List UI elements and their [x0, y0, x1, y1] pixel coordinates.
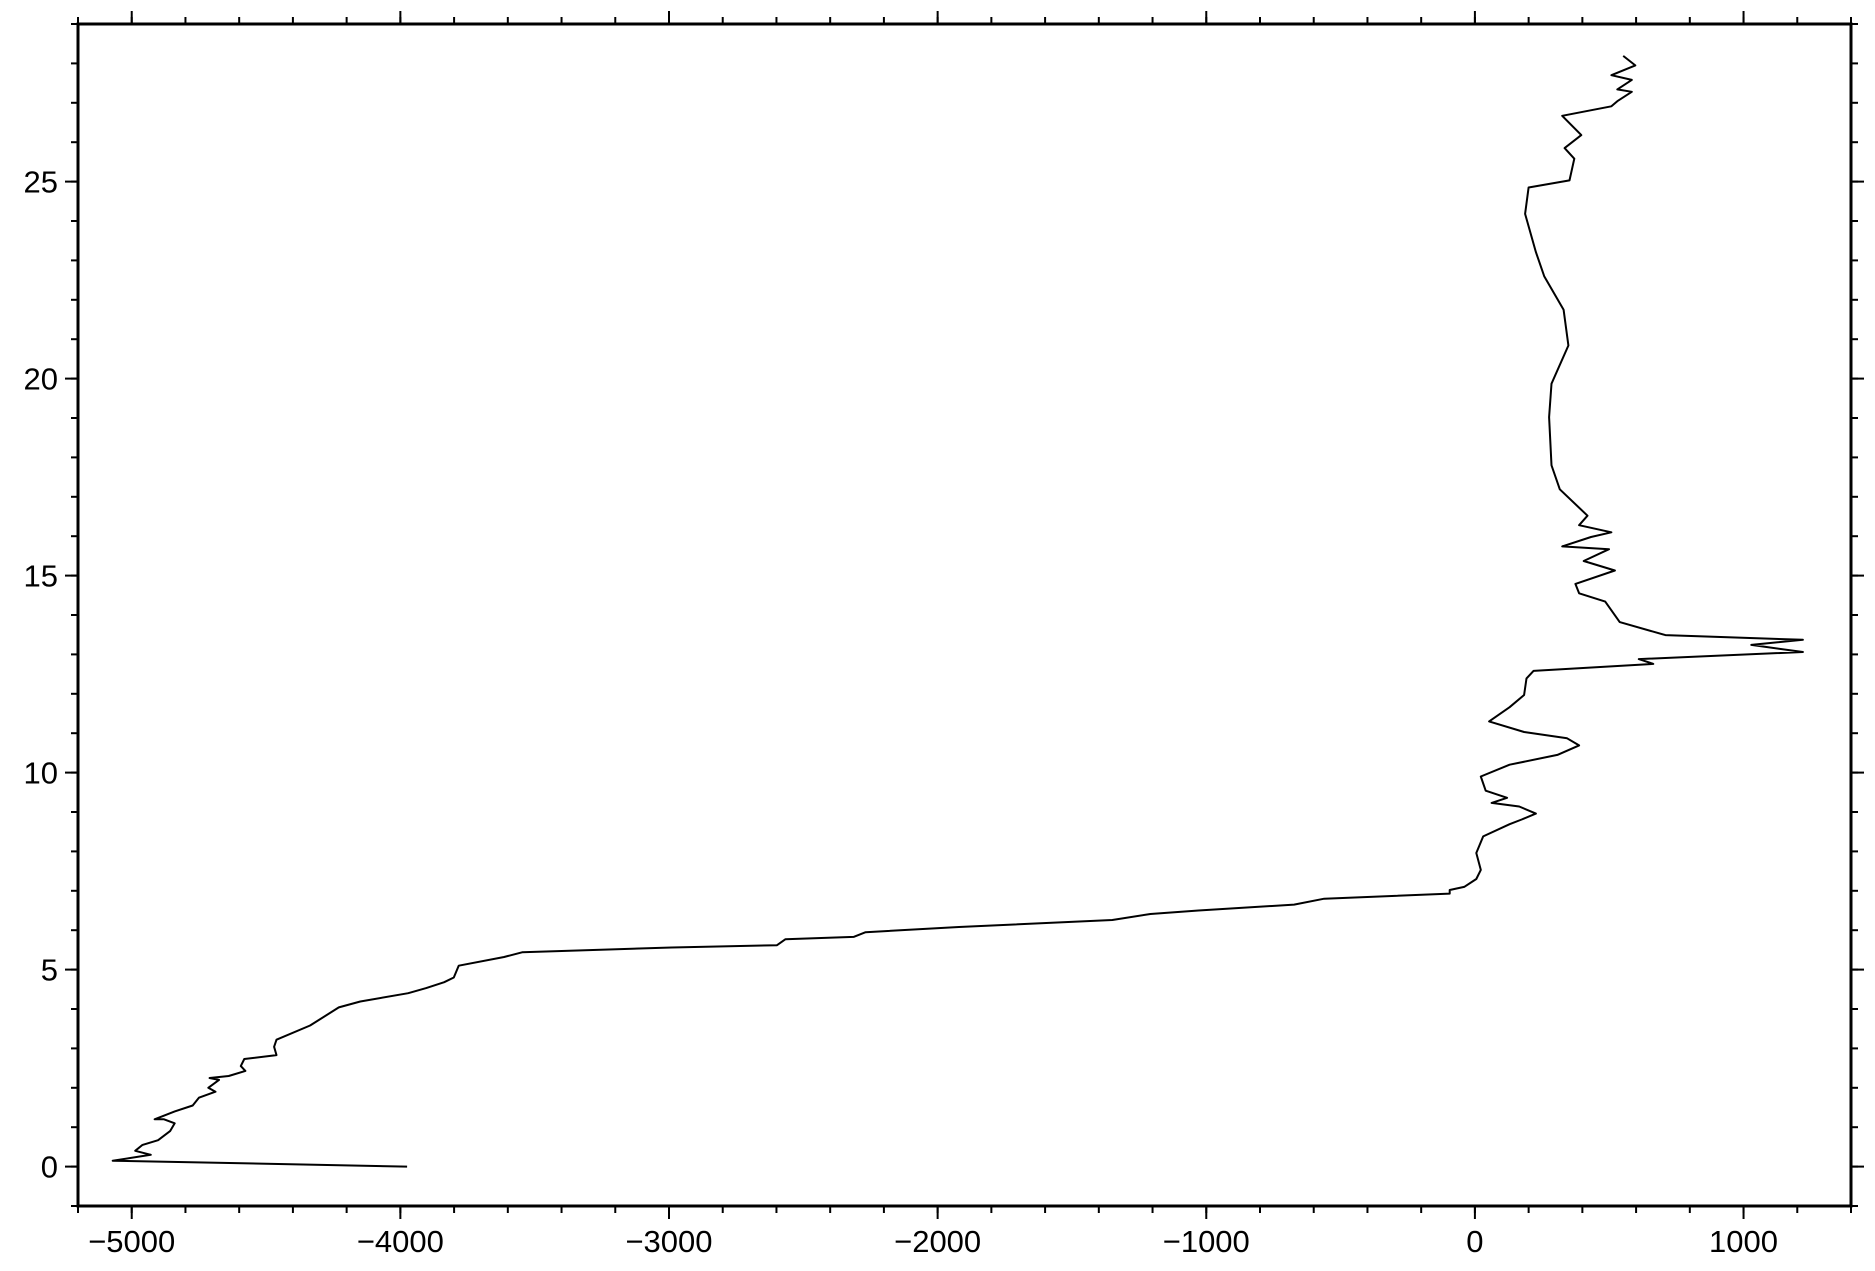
x-tick-label: −1000 [1163, 1224, 1250, 1259]
x-tick-label: 0 [1466, 1224, 1483, 1259]
y-tick-label: 0 [41, 1150, 58, 1185]
y-tick-label: 20 [24, 362, 58, 397]
x-tick-label: −5000 [88, 1224, 175, 1259]
x-tick-label: −4000 [357, 1224, 444, 1259]
y-tick-label: 25 [24, 165, 58, 200]
plot-frame [76, 22, 1853, 1208]
y-tick-label: 10 [24, 756, 58, 791]
x-tick-label: 1000 [1709, 1224, 1778, 1259]
x-tick-label: −3000 [625, 1224, 712, 1259]
data-line [111, 55, 1804, 1168]
y-tick-label: 5 [41, 953, 58, 988]
y-tick-label: 15 [24, 559, 58, 594]
x-tick-label: −2000 [894, 1224, 981, 1259]
